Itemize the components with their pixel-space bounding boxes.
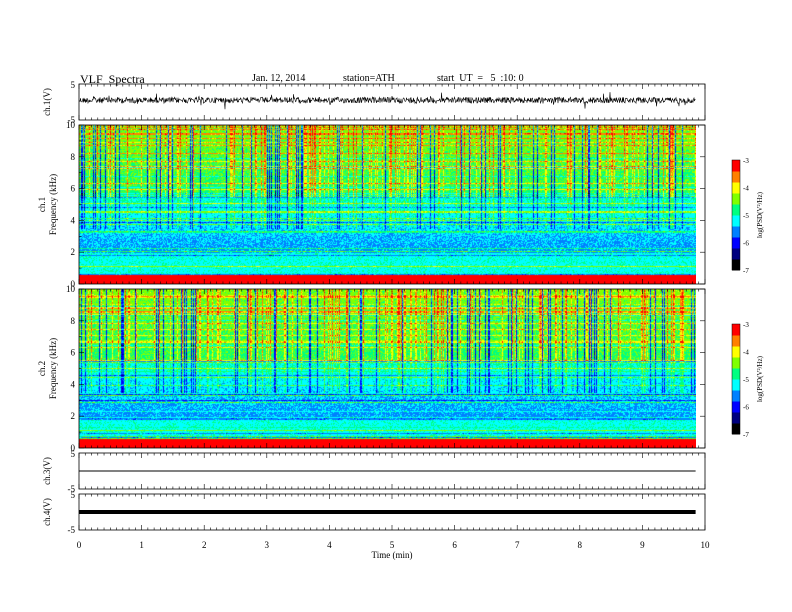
- y-tick-label: -5: [68, 115, 76, 125]
- x-tick-label: 0: [77, 540, 82, 550]
- colorbar-tick-label: -5: [743, 212, 749, 220]
- colorbar-segment: [732, 204, 740, 216]
- y-tick-label: 2: [71, 411, 76, 421]
- colorbar-frame: [731, 159, 741, 271]
- x-tick-label: 4: [327, 540, 332, 550]
- ch1-waveform-line: [78, 92, 696, 110]
- colorbar-tick-label: -6: [743, 240, 749, 248]
- x-tick-label: 7: [515, 540, 520, 550]
- colorbar-segment: [732, 182, 740, 194]
- colorbar-segment: [732, 160, 740, 172]
- x-tick-label: 10: [701, 540, 711, 550]
- colorbar-tick-label: -6: [743, 404, 749, 412]
- y-tick-label: 8: [71, 316, 76, 326]
- colorbar-segment: [732, 368, 740, 380]
- colorbar-segment: [732, 357, 740, 369]
- colorbar-tick-label: -7: [743, 431, 749, 439]
- spectrogram-image-2: [79, 289, 696, 448]
- y-tick-label: 0: [71, 279, 76, 289]
- y-axis-label: ch.4(V): [42, 498, 52, 526]
- colorbar-label: log(PSD(V²/Hz): [756, 355, 764, 402]
- colorbar-segment: [732, 423, 740, 435]
- y-axis-label: Frequency (kHz): [48, 338, 58, 399]
- y-tick-label: 5: [71, 80, 76, 90]
- colorbar-segment: [732, 237, 740, 249]
- y-axis-label: ch.3(V): [42, 457, 52, 485]
- colorbar-segment: [732, 259, 740, 271]
- y-tick-label: 8: [71, 152, 76, 162]
- x-axis-label: Time (min): [372, 550, 413, 560]
- colorbar-segment: [732, 193, 740, 205]
- colorbar-segment: [732, 248, 740, 260]
- colorbar-tick-label: -3: [743, 321, 749, 329]
- y-tick-label: 5: [71, 490, 76, 500]
- x-tick-label: 5: [390, 540, 395, 550]
- x-tick-label: 3: [265, 540, 270, 550]
- y-axis-label: ch.1: [37, 197, 47, 212]
- colorbar-tick-label: -3: [743, 157, 749, 165]
- y-axis-label: Frequency (kHz): [48, 174, 58, 235]
- colorbar-label: log(PSD(V²/Hz): [756, 191, 764, 238]
- y-tick-label: 6: [71, 184, 76, 194]
- y-axis-label: ch.1(V): [42, 88, 52, 116]
- colorbar-segment: [732, 171, 740, 183]
- colorbar-segment: [732, 390, 740, 402]
- y-tick-label: -5: [68, 525, 76, 535]
- y-tick-label: -5: [68, 484, 76, 494]
- y-tick-label: 10: [66, 120, 76, 130]
- y-tick-label: 10: [66, 284, 76, 294]
- x-tick-label: 8: [578, 540, 583, 550]
- colorbar-segment: [732, 335, 740, 347]
- y-tick-label: 5: [71, 449, 76, 459]
- y-tick-label: 0: [71, 443, 76, 453]
- y-tick-label: 6: [71, 348, 76, 358]
- date-label: Jan. 12, 2014: [252, 73, 306, 84]
- colorbar-segment: [732, 401, 740, 413]
- colorbar-segment: [732, 412, 740, 424]
- colorbar-segment: [732, 324, 740, 336]
- colorbar-tick-label: -4: [743, 349, 749, 357]
- y-tick-label: 4: [71, 379, 76, 389]
- station-label: station=ATH: [343, 73, 395, 84]
- y-tick-label: 2: [71, 247, 76, 257]
- x-tick-label: 9: [640, 540, 645, 550]
- colorbar-tick-label: -4: [743, 185, 749, 193]
- spectrogram-image-1: [79, 125, 696, 284]
- colorbar-segment: [732, 226, 740, 238]
- colorbar-frame: [731, 323, 741, 435]
- y-tick-label: 4: [71, 215, 76, 225]
- colorbar-segment: [732, 346, 740, 358]
- x-tick-label: 6: [452, 540, 457, 550]
- x-tick-label: 2: [202, 540, 207, 550]
- plot-title: VLF Spectra: [80, 72, 145, 86]
- colorbar-segment: [732, 379, 740, 391]
- colorbar-tick-label: -7: [743, 267, 749, 275]
- start-time-label: start UT = 5 :10: 0: [437, 73, 524, 84]
- colorbar-tick-label: -5: [743, 376, 749, 384]
- x-tick-label: 1: [139, 540, 144, 550]
- y-axis-label: ch.2: [37, 361, 47, 376]
- colorbar-segment: [732, 215, 740, 227]
